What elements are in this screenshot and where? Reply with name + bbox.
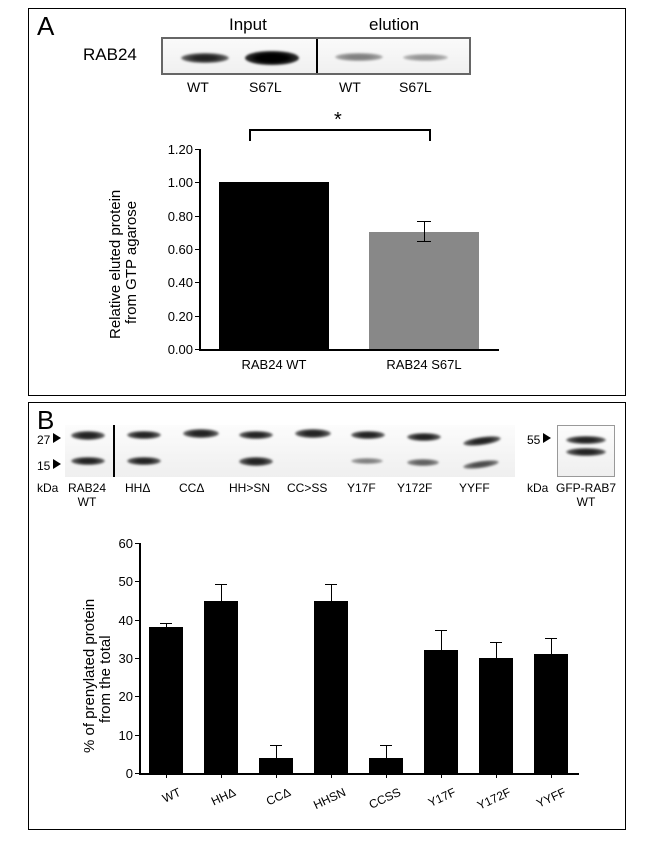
sig-right [429,129,431,141]
bx-5: Y17F [407,785,458,819]
chart-b-xaxis [139,773,579,775]
b-ccd-27 [183,429,219,438]
kda-right: kDa [527,481,548,495]
xcat-a-0: RAB24 WT [219,357,329,372]
chart-b-ylabel-1: % of prenylated protein [81,599,98,753]
chart-a-plot [199,149,499,349]
lane-a-3: S67L [399,79,432,95]
lane-a-1: S67L [249,79,282,95]
blane-5: Y17F [347,481,376,495]
chart-a-xaxis [199,349,499,351]
kda-left: kDa [37,481,58,495]
arrow-15 [53,459,61,469]
header-elution: elution [369,15,419,35]
lane-a-0: WT [187,79,209,95]
bar-s67l [369,232,479,349]
blane-4: CC>SS [287,481,327,495]
blane-1: HHΔ [125,481,150,495]
panel-b-right-blot [557,425,615,477]
b-y172f-27 [407,433,441,441]
mw-55: 55 [527,433,540,447]
bbar-2 [259,758,293,773]
err-s67l-up [424,222,425,232]
mw-15: 15 [37,459,50,473]
panel-b-label: B [37,405,54,436]
b-yyff-27 [463,434,502,447]
arrow-27 [53,433,61,443]
b-y172f-15 [407,459,439,466]
band-input-s67l [245,51,299,65]
bbar-4 [369,758,403,773]
blane-7: YYFF [459,481,490,495]
xcat-a-1: RAB24 S67L [369,357,479,372]
b-ccss-27 [295,429,331,438]
bbar-3 [314,601,348,774]
gfp-band2 [566,448,606,456]
b-yyff-15 [463,459,500,471]
b-hhd-27 [127,431,161,439]
blane-3: HH>SN [229,481,270,495]
blane-6: Y172F [397,481,432,495]
chart-b: 0 10 20 30 40 50 60 [99,533,599,813]
chart-b-ylabel-2: from the total [97,635,114,723]
chart-a-ylabel-2: from GTP agarose [123,201,140,324]
bbar-1 [204,601,238,774]
bx-0: WT [132,785,183,819]
sig-left [249,129,251,141]
band-elution-wt [335,53,383,61]
b-wt-27 [71,431,105,440]
band-elution-s67l [403,54,448,61]
bx-3: HHSN [297,785,348,819]
err-s67l-cap2 [417,241,431,242]
gfp-label: GFP-RAB7 WT [551,481,621,509]
blot-divider [316,39,318,73]
bx-1: HHΔ [187,785,238,819]
chart-a: * 0.00 0.20 0.40 0.60 0.80 1.00 1.20 [159,129,519,379]
bar-wt [219,182,329,349]
bx-7: YYFF [517,785,568,819]
bbar-6 [479,658,513,773]
panel-b-blot [65,425,515,477]
sig-star: * [334,109,342,132]
blane-0: RAB24 WT [65,481,109,509]
b-hhsn-27 [239,431,273,439]
b-hhsn-15 [239,457,273,466]
chart-b-plot [139,543,579,773]
rab24-label: RAB24 [83,45,137,65]
lane-a-2: WT [339,79,361,95]
blane-2: CCΔ [179,481,204,495]
panel-a: A Input elution RAB24 WT S67L WT S67L * … [28,8,626,396]
mw-27: 27 [37,433,50,447]
gfp-band1 [566,436,606,444]
chart-a-ylabel-1: Relative eluted protein [107,190,124,339]
arrow-55 [543,433,551,443]
err-s67l-cap [417,221,431,222]
b-y17f-15 [351,458,383,464]
bx-4: CCSS [352,785,403,819]
header-input: Input [229,15,267,35]
b-wt-15 [71,457,105,465]
blot-b-divider [113,425,115,477]
bx-2: CCΔ [242,785,293,819]
bbar-7 [534,654,568,773]
panel-b: B 27 15 kDa RAB24 WT HHΔ CCΔ HH>SN CC>SS [28,402,626,830]
panel-a-label: A [37,11,54,42]
bbar-0 [149,627,183,773]
bx-6: Y172F [462,785,513,819]
b-hhd-15 [127,457,161,465]
bbar-5 [424,650,458,773]
b-y17f-27 [351,431,385,439]
panel-a-blot [161,37,471,75]
blot-inner [163,39,469,73]
band-input-wt [181,53,229,63]
